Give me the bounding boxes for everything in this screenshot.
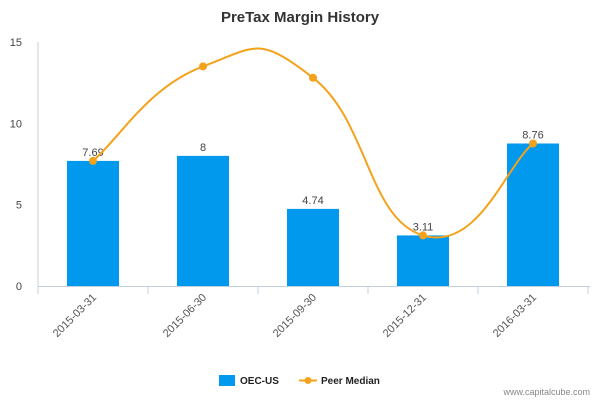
peer-median-point[interactable] [309, 73, 317, 82]
bar-series [67, 143, 559, 286]
peer-median-point[interactable] [89, 156, 97, 165]
bar[interactable] [287, 208, 339, 286]
peer-median-point[interactable] [529, 139, 537, 148]
x-tick-label: 2016-03-31 [491, 292, 539, 340]
legend-label-peer-median: Peer Median [321, 376, 380, 387]
bar[interactable] [177, 155, 229, 286]
legend-label-oec-us: OEC-US [240, 376, 279, 387]
y-tick-label: 10 [10, 118, 22, 130]
legend[interactable]: OEC-US Peer Median [219, 375, 380, 387]
x-tick-label: 2015-06-30 [161, 292, 209, 340]
y-tick-label: 15 [10, 37, 22, 49]
y-tick-label: 0 [16, 281, 22, 293]
watermark: www.capitalcube.com [502, 387, 590, 397]
line-series [89, 47, 537, 240]
bar-value-label: 3.11 [413, 221, 434, 233]
x-tick-label: 2015-12-31 [381, 292, 429, 340]
y-tick-label: 5 [16, 200, 22, 212]
legend-swatch-peer-median-marker [304, 377, 312, 384]
peer-median-line [92, 47, 534, 239]
bar-value-label: 8 [200, 142, 206, 154]
x-axis-ticks: 2015-03-31 2015-06-30 2015-09-30 2015-12-31… [37, 286, 589, 340]
legend-swatch-oec-us [219, 375, 235, 386]
y-axis-ticks: 0 5 10 15 [10, 37, 22, 293]
bar-value-label: 4.74 [302, 195, 323, 207]
x-tick-label: 2015-03-31 [51, 292, 99, 340]
bar[interactable] [67, 160, 119, 286]
peer-median-point[interactable] [199, 62, 207, 71]
peer-median-point[interactable] [419, 231, 427, 240]
bar[interactable] [507, 143, 559, 286]
chart-title: PreTax Margin History [221, 9, 380, 26]
x-tick-label: 2015-09-30 [271, 292, 319, 340]
bar-value-label: 8.76 [522, 130, 543, 142]
bar[interactable] [397, 235, 449, 286]
